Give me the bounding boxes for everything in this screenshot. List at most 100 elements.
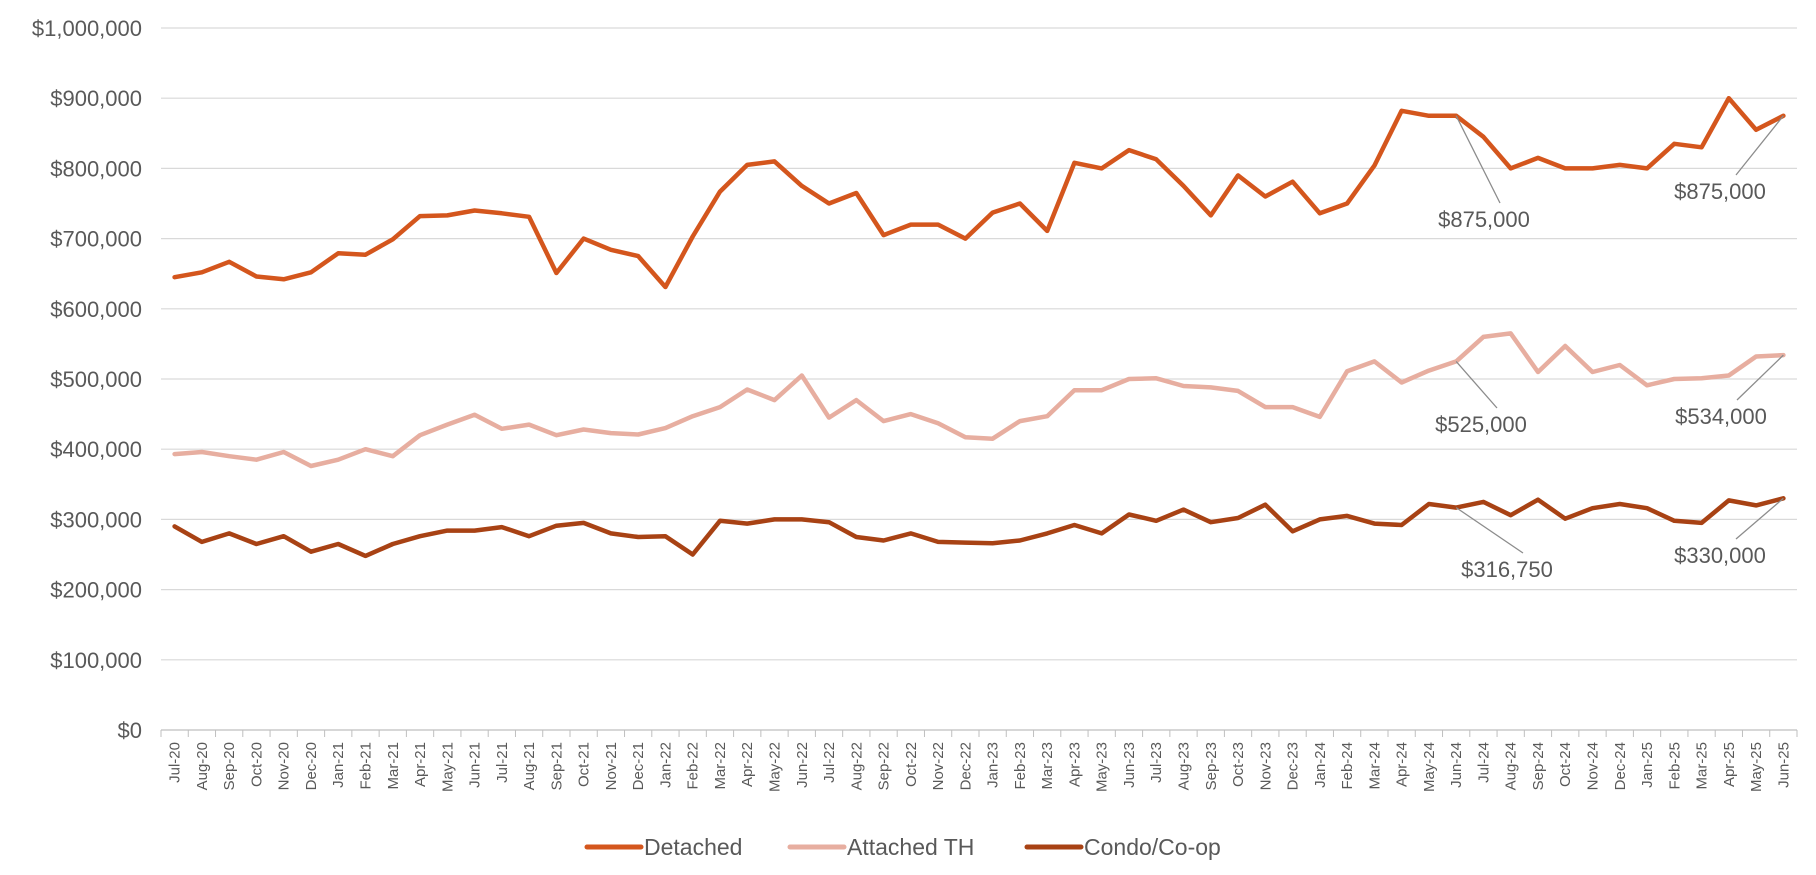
x-tick-label: May-24 (1421, 742, 1438, 792)
x-tick-label: Oct-20 (248, 742, 265, 787)
data-point (1481, 335, 1486, 339)
series-line-attached-th (172, 331, 1786, 469)
data-point (1099, 388, 1104, 393)
data-point (1672, 377, 1677, 381)
data-point (1508, 513, 1513, 517)
data-point (1481, 135, 1486, 139)
data-point (663, 285, 668, 289)
data-point (1154, 376, 1159, 381)
x-tick-label: Dec-24 (1612, 742, 1629, 790)
data-point (1127, 512, 1131, 517)
data-point (854, 398, 859, 402)
annotation-leader-line (1455, 361, 1498, 409)
data-point (500, 427, 504, 431)
x-tick-label: Nov-23 (1257, 742, 1274, 790)
data-point (1127, 148, 1131, 152)
y-tick-label: $300,000 (50, 507, 142, 532)
data-point (500, 525, 504, 529)
x-tick-label: May-22 (767, 742, 784, 792)
data-point (1427, 113, 1431, 118)
x-tick-label: Jan-24 (1312, 742, 1329, 788)
y-tick-label: $900,000 (50, 86, 142, 111)
data-point (990, 541, 995, 546)
x-tick-label: Jul-24 (1475, 742, 1492, 783)
data-point (854, 535, 859, 539)
data-point (1208, 520, 1213, 525)
data-point (1045, 414, 1049, 419)
data-point (1318, 517, 1322, 522)
data-point (309, 549, 313, 554)
data-point (1536, 370, 1540, 374)
x-tick-label: May-23 (1094, 742, 1111, 792)
x-tick-label: Apr-22 (739, 742, 756, 787)
x-tick-label: Jan-23 (985, 742, 1002, 788)
y-tick-label: $400,000 (50, 437, 142, 462)
data-point (445, 422, 450, 427)
x-tick-label: Dec-21 (630, 742, 647, 790)
x-tick-label: Sep-23 (1203, 742, 1220, 790)
data-point (227, 531, 231, 536)
x-tick-label: Jun-25 (1775, 742, 1792, 788)
data-point (309, 464, 313, 468)
data-point (472, 208, 477, 213)
annotation-label: $534,000 (1675, 404, 1767, 429)
data-point (881, 419, 886, 423)
data-point (1754, 503, 1758, 508)
data-point (772, 517, 777, 522)
data-point (1263, 194, 1268, 199)
data-point (1181, 384, 1186, 388)
y-tick-label: $1,000,000 (32, 16, 142, 41)
data-point (1754, 354, 1758, 359)
data-point (418, 214, 422, 218)
data-point (1508, 331, 1513, 336)
data-point (200, 540, 204, 544)
data-point (1127, 377, 1131, 381)
x-tick-label: Oct-21 (576, 742, 593, 787)
data-point (663, 426, 668, 430)
data-point (827, 415, 831, 420)
data-point (1318, 415, 1322, 419)
x-tick-label: Feb-25 (1666, 742, 1683, 790)
x-tick-label: Mar-22 (712, 742, 729, 790)
data-point (1590, 166, 1595, 171)
data-point (1699, 521, 1704, 525)
data-point (1154, 519, 1159, 523)
x-axis: Jul-20 Aug-20 Sep-20 Oct-20 Nov-20 Dec-20 Jan-… (160, 730, 1798, 792)
data-point (1263, 502, 1268, 507)
x-tick-label: Jan-25 (1639, 742, 1656, 788)
data-point (854, 191, 859, 195)
annotation-label: $330,000 (1674, 543, 1766, 568)
x-tick-label: Mar-23 (1039, 742, 1056, 790)
data-point (1290, 529, 1295, 534)
data-point (1345, 201, 1349, 206)
legend: Detached Attached TH Condo/Co-op (584, 834, 1221, 860)
data-point (1672, 142, 1677, 146)
data-point (254, 274, 259, 279)
data-point (281, 277, 286, 282)
x-tick-label: Dec-23 (1285, 742, 1302, 790)
data-point (363, 252, 368, 257)
y-tick-label: $700,000 (50, 227, 142, 252)
x-tick-label: Dec-22 (957, 742, 974, 790)
data-point (1208, 385, 1213, 390)
data-point (1699, 145, 1704, 150)
data-point (745, 521, 750, 526)
y-tick-label: $600,000 (50, 297, 142, 322)
data-point (1399, 109, 1404, 113)
data-point (718, 405, 722, 409)
x-tick-label: Jun-24 (1448, 742, 1465, 788)
y-tick-label: $200,000 (50, 578, 142, 603)
data-point (554, 271, 559, 275)
x-tick-label: Oct-22 (903, 742, 920, 787)
data-point (1536, 497, 1540, 502)
data-point (718, 189, 722, 194)
data-point (200, 450, 204, 454)
data-point (990, 210, 995, 215)
x-tick-label: Mar-25 (1694, 742, 1711, 790)
x-tick-label: Aug-23 (1176, 742, 1193, 790)
data-point (1481, 500, 1486, 504)
data-point (227, 454, 231, 459)
data-point (1563, 344, 1568, 348)
x-tick-label: Jan-21 (330, 742, 347, 788)
